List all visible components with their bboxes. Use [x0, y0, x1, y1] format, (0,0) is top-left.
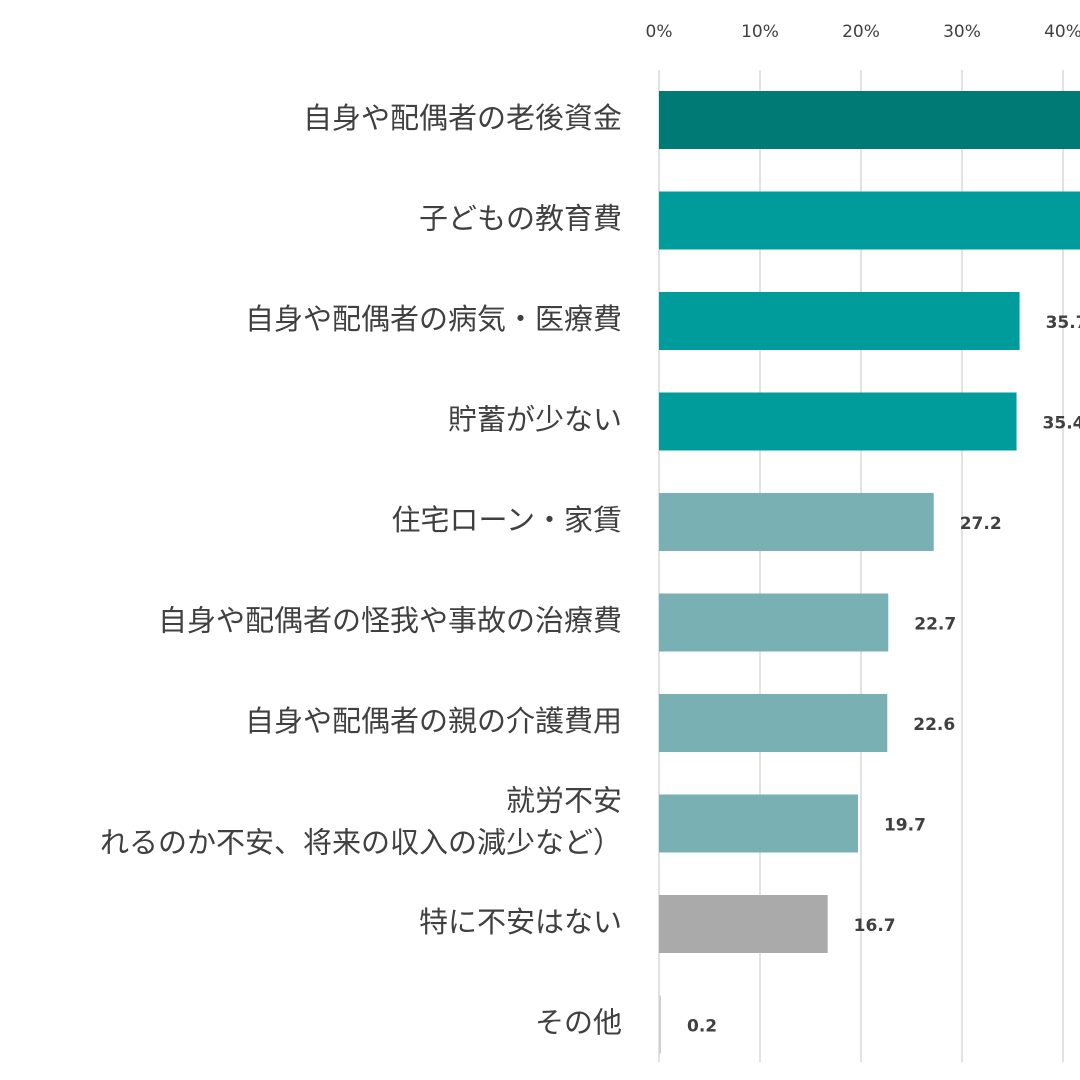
- bar: [659, 392, 1017, 451]
- value-label: 0.2: [687, 1017, 717, 1037]
- bar: [659, 91, 1080, 149]
- value-label: 22.6: [913, 715, 955, 735]
- x-tick-label: 0%: [646, 22, 673, 42]
- value-label: 19.7: [884, 816, 926, 836]
- bar: [659, 995, 662, 1054]
- bar: [659, 794, 858, 853]
- bar: [659, 191, 1080, 250]
- bar: [659, 593, 889, 652]
- category-label: れるのか不安、将来の収入の減少など）: [100, 826, 622, 860]
- bar: [659, 493, 934, 551]
- category-label: 自身や配偶者の病気・医療費: [245, 302, 622, 336]
- bar: [659, 895, 828, 953]
- category-label: 自身や配偶者の老後資金: [303, 101, 622, 135]
- value-label: 35.4: [1043, 414, 1080, 434]
- x-tick-label: 40%: [1044, 22, 1080, 42]
- category-label: 自身や配偶者の怪我や事故の治療費: [158, 604, 622, 638]
- category-label: 特に不安はない: [419, 905, 622, 939]
- category-label: 貯蓄が少ない: [448, 403, 622, 437]
- category-label: 住宅ローン・家賃: [391, 503, 622, 537]
- x-tick-label: 30%: [943, 22, 981, 42]
- value-label: 35.7: [1046, 313, 1080, 333]
- value-label: 27.2: [960, 514, 1002, 534]
- category-label: 自身や配偶者の親の介護費用: [245, 704, 622, 738]
- category-label: その他: [535, 1006, 622, 1040]
- bar: [659, 292, 1020, 350]
- value-label: 22.7: [914, 615, 956, 635]
- x-tick-label: 10%: [741, 22, 779, 42]
- bar: [659, 694, 888, 752]
- category-label: 就労不安: [506, 784, 622, 818]
- value-label: 16.7: [854, 916, 896, 936]
- category-label: 子どもの教育費: [419, 202, 622, 236]
- x-tick-label: 20%: [842, 22, 880, 42]
